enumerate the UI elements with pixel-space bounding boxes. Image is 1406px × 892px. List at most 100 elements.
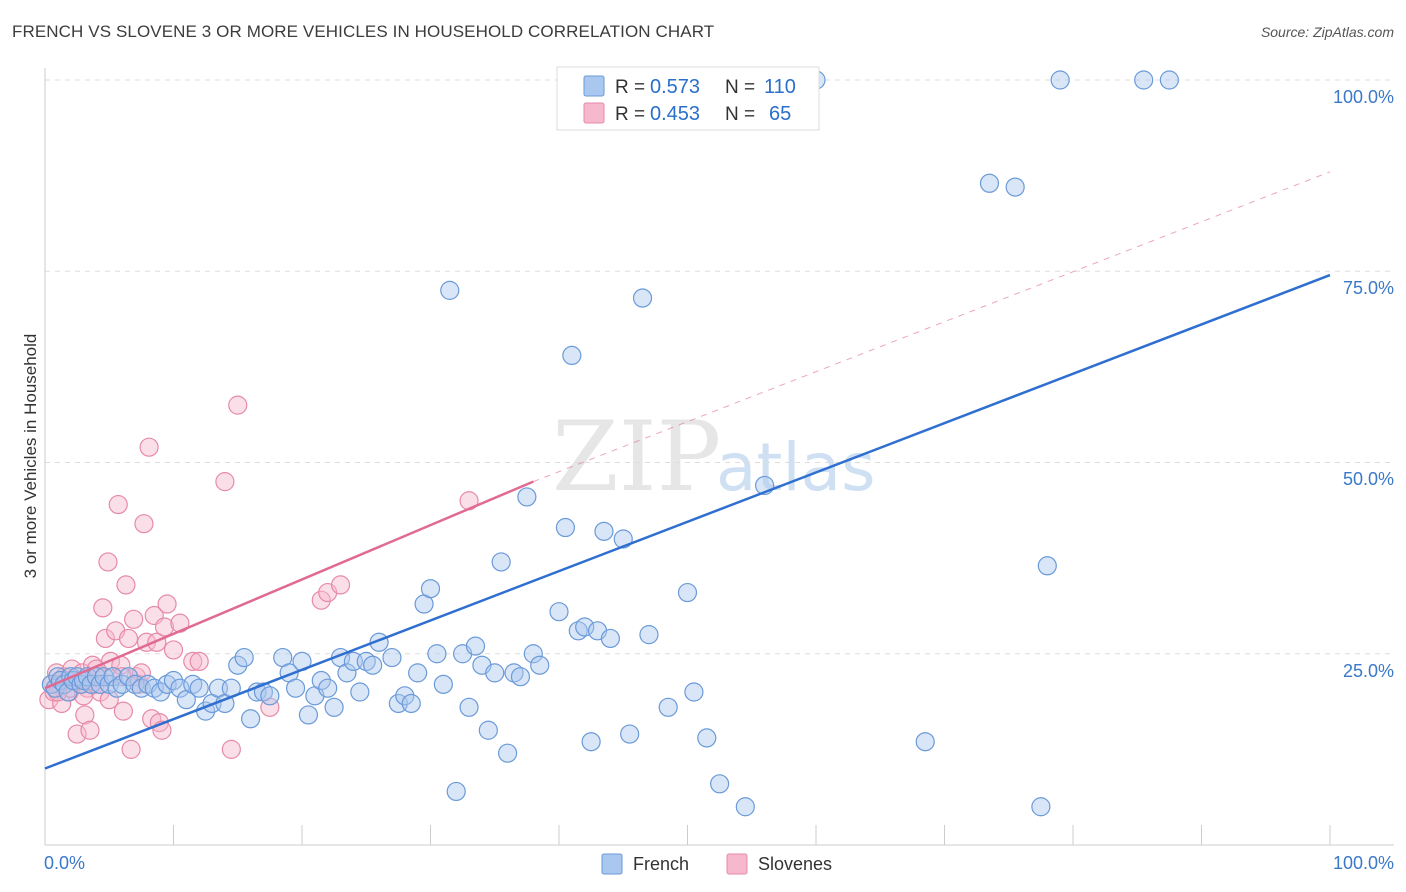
french-point-57 <box>363 655 383 675</box>
french-point-98 <box>684 682 704 702</box>
french-point-107 <box>1037 556 1057 576</box>
legend-r-value-french: 0.573 <box>650 76 700 98</box>
french-point-108 <box>1050 70 1070 90</box>
french-point-61 <box>395 686 415 706</box>
slovene-point-61 <box>73 686 94 706</box>
french-point-53 <box>337 663 357 683</box>
x-tick-label-0: 0.0% <box>44 853 85 873</box>
slovene-point-27 <box>108 494 128 515</box>
x-axis-ticks <box>44 825 1331 845</box>
french-point-91 <box>600 628 621 649</box>
french-point-59 <box>382 647 402 668</box>
slovene-point-16 <box>80 720 100 740</box>
y-tick-label-25: 25.0% <box>1343 661 1394 681</box>
french-point-63 <box>408 663 428 683</box>
bottom-legend-swatch-french <box>601 853 623 875</box>
bottom-legend-slovenes: Slovenes <box>758 854 832 874</box>
french-point-25 <box>151 682 171 702</box>
legend-n-value-slovene: 65 <box>769 103 791 125</box>
slovene-point-31 <box>118 628 139 649</box>
french-point-84 <box>555 517 576 538</box>
french-point-65 <box>420 579 441 599</box>
french-point-38 <box>234 647 254 668</box>
french-point-62 <box>401 693 421 714</box>
legend-swatch-french <box>583 75 605 97</box>
french-point-50 <box>318 678 338 698</box>
french-trend-line <box>44 273 1331 770</box>
french-point-104 <box>979 173 1000 193</box>
french-point-96 <box>658 697 678 717</box>
french-point-80 <box>517 487 537 507</box>
french-point-51 <box>324 697 344 717</box>
slovene-point-52 <box>221 739 241 759</box>
french-point-97 <box>677 582 698 603</box>
bottom-legend: French Slovenes <box>601 853 832 875</box>
french-point-39 <box>241 709 261 729</box>
french-point-74 <box>478 720 498 740</box>
french-point-77 <box>498 743 518 763</box>
slovene-point-23 <box>98 552 118 572</box>
slovene-point-22 <box>95 628 115 649</box>
slovene-point-32 <box>121 739 141 759</box>
slovene-point-47 <box>163 640 184 660</box>
legend-swatch-slovene <box>583 102 605 124</box>
y-tick-label-75: 75.0% <box>1343 278 1394 298</box>
legend-r-label-french: R = <box>615 77 645 98</box>
french-point-37 <box>228 655 248 675</box>
french-point-66 <box>427 644 447 664</box>
y-axis-tick-labels: 25.0% 50.0% 75.0% 100.0% <box>1333 87 1394 681</box>
bottom-legend-french: French <box>633 854 689 874</box>
slovene-point-50 <box>189 651 209 672</box>
french-point-103 <box>915 732 935 752</box>
watermark-atlas: atlas <box>716 429 876 506</box>
french-point-18 <box>107 678 127 698</box>
french-point-20 <box>118 667 139 687</box>
french-point-95 <box>639 625 659 645</box>
french-point-75 <box>485 663 505 683</box>
slovene-point-55 <box>311 590 331 610</box>
french-point-79 <box>510 667 531 687</box>
slovene-point-36 <box>131 663 151 683</box>
french-point-68 <box>440 280 460 300</box>
french-point-28 <box>170 678 190 698</box>
french-point-31 <box>189 678 209 698</box>
french-point-90 <box>594 521 614 541</box>
french-point-42 <box>260 686 280 706</box>
slovene-point-29 <box>113 701 133 721</box>
slovene-trend-line <box>44 480 534 690</box>
legend: R = 0.573 N = 110 R = 0.453 N = 65 <box>556 66 820 131</box>
french-point-76 <box>491 552 511 572</box>
bottom-legend-swatch-slovenes <box>726 853 748 875</box>
legend-n-label-french: N = <box>725 77 755 98</box>
french-point-99 <box>697 728 717 748</box>
french-point-105 <box>1005 177 1025 197</box>
slovene-points <box>39 395 479 759</box>
french-point-45 <box>285 678 306 698</box>
french-point-110 <box>1159 70 1179 90</box>
watermark-zip: ZIP <box>552 401 721 513</box>
watermark: ZIP atlas <box>552 401 876 513</box>
slovene-point-21 <box>93 598 113 618</box>
chart-source: Source: ZipAtlas.com <box>1260 24 1394 40</box>
y-tick-label-50: 50.0% <box>1343 469 1394 489</box>
slovene-trend-extension <box>533 171 1331 483</box>
legend-r-value-slovene: 0.453 <box>650 103 700 125</box>
french-point-55 <box>350 682 370 702</box>
slovene-point-30 <box>116 575 136 595</box>
french-point-71 <box>459 697 479 717</box>
slovene-point-63 <box>99 690 119 710</box>
french-point-49 <box>311 670 331 691</box>
french-point-81 <box>523 644 543 664</box>
french-point-27 <box>163 670 184 691</box>
trend-lines <box>44 171 1331 770</box>
slovene-point-14 <box>75 705 95 725</box>
x-tick-label-100: 100.0% <box>1333 853 1394 873</box>
y-tick-label-100: 100.0% <box>1333 87 1394 107</box>
french-point-109 <box>1134 70 1154 90</box>
slovene-point-51 <box>215 472 235 492</box>
legend-r-label-slovene: R = <box>615 104 645 125</box>
slovene-point-33 <box>124 609 144 629</box>
chart-title: FRENCH VS SLOVENE 3 OR MORE VEHICLES IN … <box>12 22 715 41</box>
french-point-85 <box>562 345 582 365</box>
